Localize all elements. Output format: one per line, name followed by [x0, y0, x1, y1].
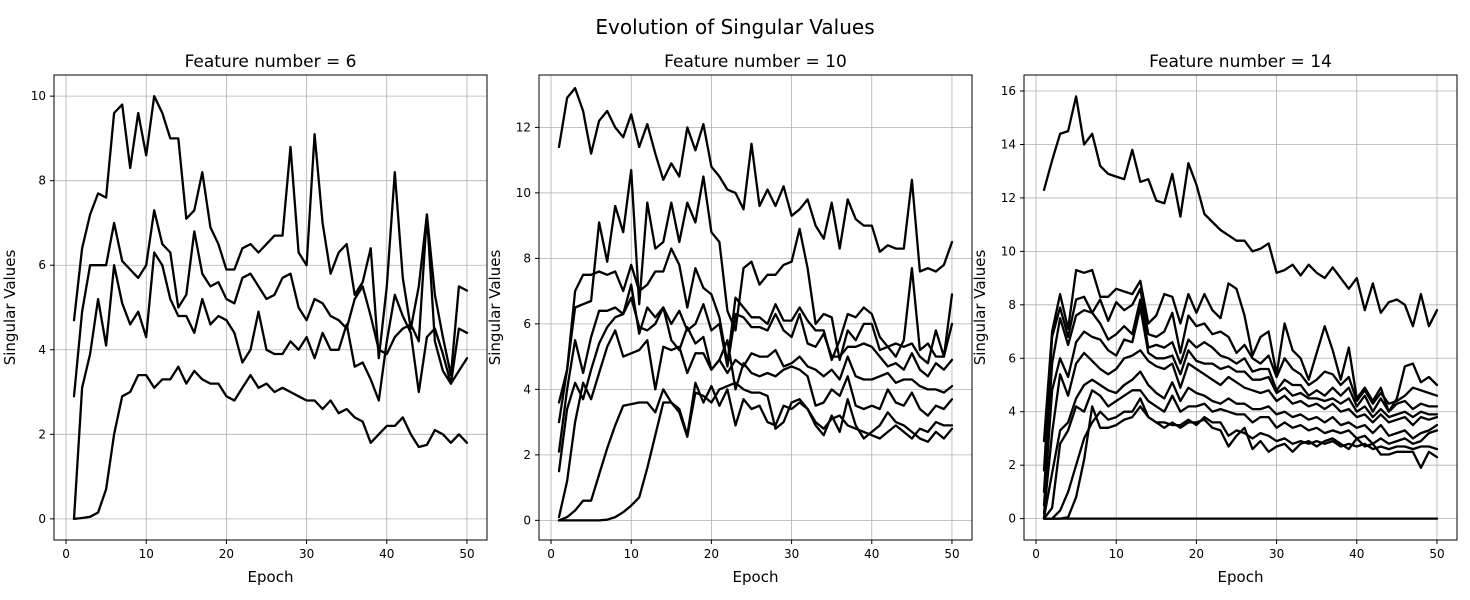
x-axis-label: Epoch [248, 568, 294, 586]
y-axis-label: Singular Values [1, 250, 19, 366]
y-tick-label: 12 [516, 120, 531, 134]
axes-frame [1023, 74, 1458, 541]
x-tick-label: 50 [944, 547, 959, 561]
x-tick-label: 20 [219, 547, 234, 561]
panel-1: 0 10 20 30 40 50 0 2 4 6 8 10 Feature number = 6 Epoc… [1, 52, 488, 586]
series-line-2 [1042, 268, 1439, 443]
x-tick-label: 0 [547, 547, 555, 561]
y-tick-label: 2 [1008, 458, 1016, 472]
series-line-8 [557, 381, 954, 522]
y-tick-label: 8 [523, 251, 531, 265]
series-line-2 [557, 168, 954, 404]
x-tick-label: 30 [784, 547, 799, 561]
series-line-3 [72, 251, 469, 521]
y-tick-label: 4 [38, 343, 46, 357]
x-axis-label: Epoch [733, 568, 779, 586]
series-line-7 [557, 381, 954, 522]
series-line-2 [72, 209, 469, 398]
axes-frame [53, 74, 488, 541]
series-line-10 [1042, 405, 1439, 520]
series-line-4 [1042, 298, 1439, 494]
x-tick-label: 10 [624, 547, 639, 561]
y-tick-label: 4 [523, 382, 531, 396]
x-tick-label: 0 [62, 547, 70, 561]
x-tick-label: 40 [864, 547, 879, 561]
x-tick-label: 50 [1429, 547, 1444, 561]
x-tick-label: 40 [1349, 547, 1364, 561]
series-group [1042, 95, 1439, 520]
y-tick-label: 6 [1008, 351, 1016, 365]
series-line-3 [1042, 287, 1439, 472]
y-tick-label: 2 [38, 427, 46, 441]
y-tick-label: 0 [1008, 512, 1016, 526]
x-tick-label: 30 [299, 547, 314, 561]
panel-2: 0 10 20 30 40 50 0 2 4 6 8 10 12 Feature number = 10 E… [486, 52, 973, 586]
series-line-1 [557, 86, 954, 273]
series-line-7 [1042, 370, 1439, 519]
series-line-1 [1042, 95, 1439, 328]
y-tick-label: 10 [516, 186, 531, 200]
y-tick-label: 6 [523, 317, 531, 331]
y-tick-label: 8 [38, 174, 46, 188]
series-line-5 [557, 296, 954, 473]
y-tick-label: 12 [1001, 191, 1016, 205]
y-tick-label: 0 [523, 513, 531, 527]
y-tick-label: 10 [31, 89, 46, 103]
series-group [557, 86, 954, 522]
panel-title: Feature number = 10 [664, 52, 847, 72]
panel-3: 0 10 20 30 40 50 0 2 4 6 8 10 12 14 16 Feature number =… [971, 52, 1458, 586]
y-tick-label: 6 [38, 258, 46, 272]
y-tick-label: 4 [1008, 405, 1016, 419]
series-line-5 [1042, 306, 1439, 507]
y-tick-label: 8 [1008, 298, 1016, 312]
panel-title: Feature number = 6 [185, 52, 357, 72]
series-line-8 [1042, 389, 1439, 520]
x-tick-label: 20 [1189, 547, 1204, 561]
x-tick-label: 10 [1109, 547, 1124, 561]
panel-title: Feature number = 14 [1149, 52, 1332, 72]
series-group [72, 94, 469, 521]
series-line-3 [557, 247, 954, 424]
series-line-1 [72, 94, 469, 377]
x-tick-label: 50 [459, 547, 474, 561]
y-tick-label: 14 [1001, 137, 1016, 151]
y-tick-label: 2 [523, 448, 531, 462]
x-tick-label: 30 [1269, 547, 1284, 561]
series-line-6 [557, 329, 954, 519]
x-tick-label: 40 [379, 547, 394, 561]
figure-title: Evolution of Singular Values [595, 15, 874, 39]
series-line-6 [1042, 349, 1439, 515]
x-axis-label: Epoch [1218, 568, 1264, 586]
series-line-4 [72, 365, 469, 521]
y-tick-label: 16 [1001, 84, 1016, 98]
y-axis-label: Singular Values [486, 250, 504, 366]
y-axis-label: Singular Values [971, 250, 989, 366]
x-tick-label: 10 [139, 547, 154, 561]
axes-frame [538, 74, 973, 541]
y-tick-label: 0 [38, 512, 46, 526]
y-tick-label: 10 [1001, 244, 1016, 258]
x-tick-label: 0 [1032, 547, 1040, 561]
x-tick-label: 20 [704, 547, 719, 561]
